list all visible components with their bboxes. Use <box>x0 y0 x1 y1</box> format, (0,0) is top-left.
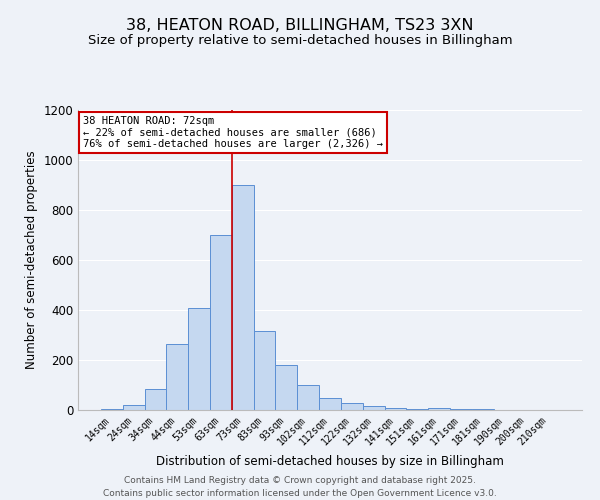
Bar <box>385 408 406 410</box>
Bar <box>123 405 145 410</box>
Bar <box>232 185 254 410</box>
Text: Contains HM Land Registry data © Crown copyright and database right 2025.
Contai: Contains HM Land Registry data © Crown c… <box>103 476 497 498</box>
Bar <box>210 235 232 410</box>
Bar <box>319 398 341 410</box>
Bar <box>450 409 472 410</box>
Bar <box>101 409 123 410</box>
Bar <box>363 406 385 410</box>
Bar <box>297 385 319 410</box>
Bar <box>275 365 297 410</box>
Bar <box>254 331 275 410</box>
Bar <box>166 344 188 410</box>
Bar <box>188 308 210 410</box>
Bar <box>406 409 428 410</box>
Text: 38, HEATON ROAD, BILLINGHAM, TS23 3XN: 38, HEATON ROAD, BILLINGHAM, TS23 3XN <box>126 18 474 32</box>
Bar <box>145 389 166 410</box>
Y-axis label: Number of semi-detached properties: Number of semi-detached properties <box>25 150 38 370</box>
X-axis label: Distribution of semi-detached houses by size in Billingham: Distribution of semi-detached houses by … <box>156 455 504 468</box>
Bar <box>341 402 363 410</box>
Text: 38 HEATON ROAD: 72sqm
← 22% of semi-detached houses are smaller (686)
76% of sem: 38 HEATON ROAD: 72sqm ← 22% of semi-deta… <box>83 116 383 149</box>
Bar <box>472 409 494 410</box>
Text: Size of property relative to semi-detached houses in Billingham: Size of property relative to semi-detach… <box>88 34 512 47</box>
Bar <box>428 408 450 410</box>
